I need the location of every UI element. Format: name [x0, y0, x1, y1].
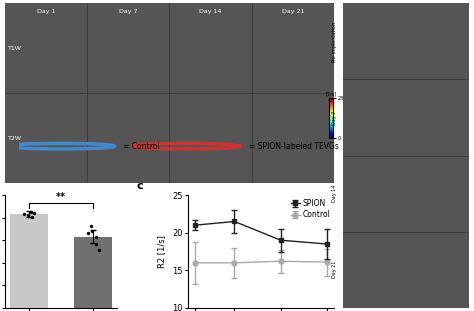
- Text: Day 21: Day 21: [282, 8, 304, 13]
- Text: Day 7: Day 7: [332, 110, 337, 124]
- Point: [24, 213, 32, 218]
- Text: c: c: [137, 181, 144, 191]
- Point: [29, 215, 36, 220]
- Point: [92, 234, 100, 239]
- Title: [1/s]: [1/s]: [326, 91, 337, 96]
- Text: T1W: T1W: [8, 46, 22, 51]
- Text: **: **: [56, 193, 66, 202]
- Text: Day 14: Day 14: [332, 185, 337, 202]
- Point: [27, 210, 35, 215]
- Point: [84, 231, 92, 236]
- Point: [87, 223, 95, 228]
- Point: [92, 241, 100, 246]
- Text: Day 21: Day 21: [332, 261, 337, 278]
- Text: a: a: [0, 0, 1, 1]
- Text: = Control: = Control: [123, 142, 160, 151]
- Legend: SPION, Control: SPION, Control: [291, 199, 330, 219]
- Bar: [73, 237, 112, 308]
- Text: Day 14: Day 14: [199, 8, 222, 13]
- Y-axis label: R2 [1/s]: R2 [1/s]: [157, 235, 166, 268]
- Bar: [10, 214, 48, 308]
- Point: [30, 211, 37, 216]
- Text: Day 7: Day 7: [119, 8, 137, 13]
- Text: Day 1: Day 1: [36, 8, 55, 13]
- Text: T2W: T2W: [8, 136, 22, 141]
- Point: [88, 229, 96, 234]
- Point: [20, 211, 27, 216]
- Text: = SPION-labeled TEVGs: = SPION-labeled TEVGs: [249, 142, 339, 151]
- Point: [95, 248, 103, 253]
- Text: Pre-implantation: Pre-implantation: [332, 21, 337, 62]
